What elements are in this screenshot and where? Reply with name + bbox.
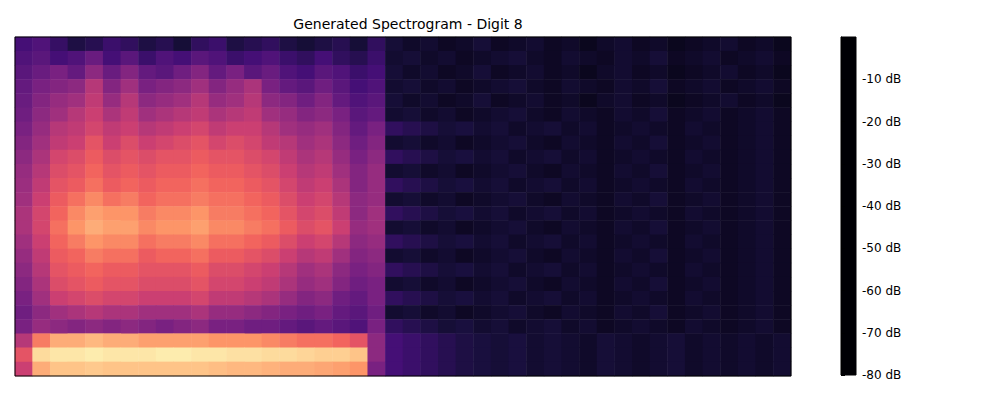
svg-text:-60 dB: -60 dB (862, 284, 901, 298)
svg-text:Generated Spectrogram - Digit: Generated Spectrogram - Digit 8 (293, 16, 522, 32)
svg-text:-20 dB: -20 dB (862, 115, 901, 129)
svg-text:-40 dB: -40 dB (862, 199, 901, 213)
svg-text:-80 dB: -80 dB (862, 368, 901, 382)
svg-text:-50 dB: -50 dB (862, 241, 901, 255)
svg-text:-70 dB: -70 dB (862, 326, 901, 340)
svg-text:-30 dB: -30 dB (862, 157, 901, 171)
svg-text:-10 dB: -10 dB (862, 72, 901, 86)
